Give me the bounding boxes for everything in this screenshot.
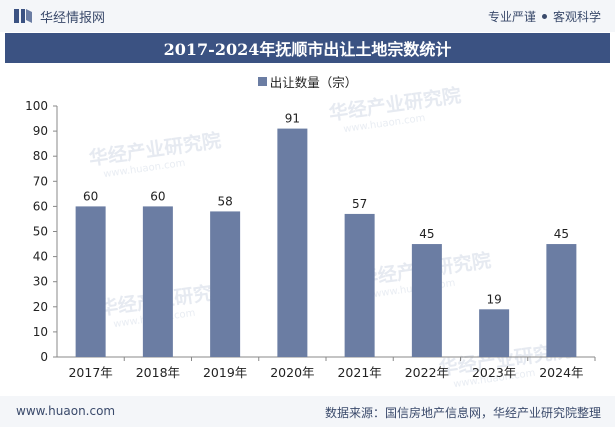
y-tick-label: 30 — [33, 275, 48, 289]
y-tick-label: 40 — [33, 250, 48, 264]
y-tick-label: 60 — [33, 199, 48, 213]
y-tick-label: 50 — [33, 225, 48, 239]
x-tick-label: 2021年 — [337, 365, 381, 380]
y-tick-label: 0 — [40, 350, 48, 364]
y-tick-label: 90 — [33, 124, 48, 138]
footer-website: www.huaon.com — [16, 404, 116, 418]
bar — [411, 244, 442, 357]
brand-name: 华经情报网 — [40, 10, 106, 26]
bar — [210, 211, 241, 357]
data-label: 19 — [486, 292, 501, 306]
bar — [479, 309, 510, 357]
brand: 华经情报网 — [14, 7, 106, 26]
y-tick-label: 10 — [33, 325, 48, 339]
x-tick-label: 2017年 — [68, 365, 112, 380]
footer-source: 数据来源：国信房地产信息网，华经产业研究院整理 — [324, 406, 601, 420]
bar — [277, 128, 308, 357]
slogan-right: 客观科学 — [552, 10, 601, 24]
brand-logo-icon — [14, 9, 32, 23]
x-tick-label: 2018年 — [136, 365, 180, 380]
x-tick-label: 2022年 — [405, 365, 449, 380]
legend-label: 出让数量（宗） — [269, 74, 358, 90]
legend: 出让数量（宗） — [0, 72, 615, 90]
x-tick-label: 2019年 — [203, 365, 247, 380]
y-tick-label: 80 — [33, 149, 48, 163]
data-label: 60 — [150, 189, 165, 203]
data-label: 45 — [554, 227, 569, 241]
slogan-left: 专业严谨 — [487, 10, 536, 24]
chart-title: 2017-2024年抚顺市出让土地宗数统计 — [5, 33, 610, 63]
slogan-dot-icon — [541, 14, 547, 19]
top-bar: 华经情报网 专业严谨 客观科学 — [0, 0, 615, 32]
y-tick-label: 100 — [25, 99, 48, 113]
bar — [546, 244, 577, 357]
data-label: 45 — [419, 227, 434, 241]
data-label: 91 — [285, 112, 300, 126]
x-tick-label: 2020年 — [270, 365, 314, 380]
bar — [344, 213, 375, 357]
x-tick-label: 2023年 — [472, 365, 516, 380]
data-label: 60 — [83, 189, 98, 203]
bar-chart: 华经产业研究院www.huaon.com华经产业研究院www.huaon.com… — [25, 84, 596, 390]
slogan: 专业严谨 客观科学 — [488, 8, 601, 25]
bar — [75, 206, 106, 357]
bottom-bar: www.huaon.com 数据来源：国信房地产信息网，华经产业研究院整理 — [0, 396, 615, 427]
x-tick-label: 2024年 — [539, 365, 583, 380]
data-label: 57 — [352, 197, 367, 211]
y-tick-label: 70 — [33, 174, 48, 188]
bar — [142, 206, 173, 357]
legend-swatch — [257, 76, 267, 86]
y-tick-label: 20 — [33, 300, 48, 314]
data-label: 58 — [217, 194, 232, 208]
